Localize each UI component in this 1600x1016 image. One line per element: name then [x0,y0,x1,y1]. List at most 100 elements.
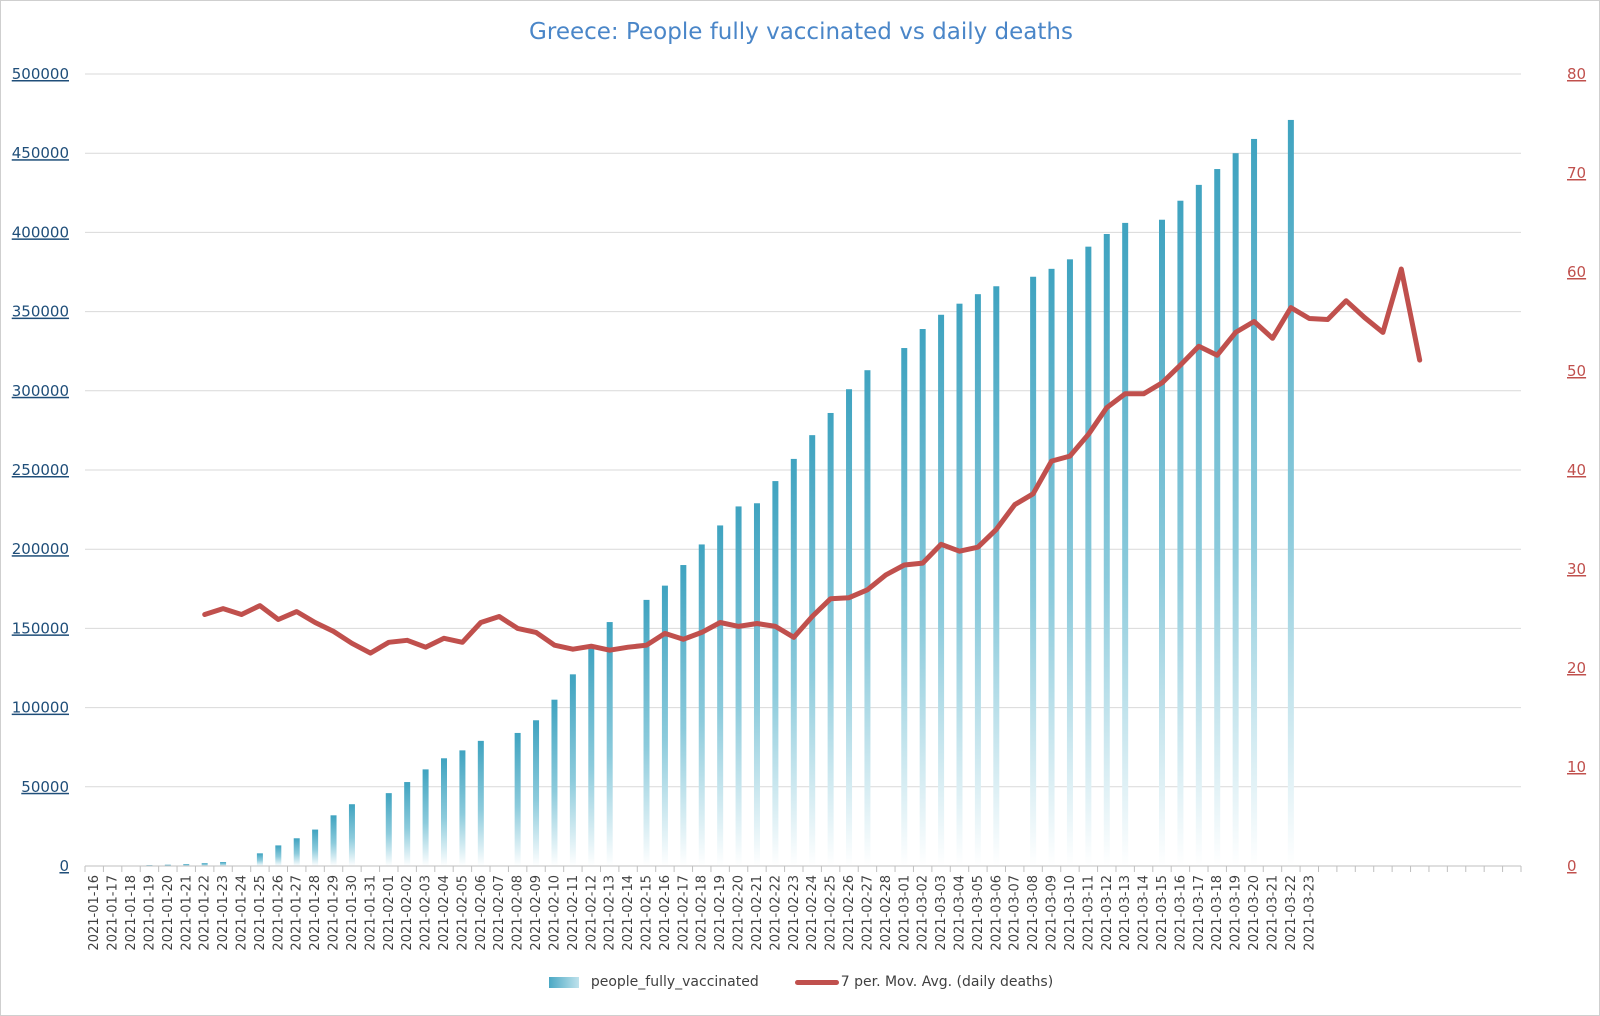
x-tick-label: 2021-02-27 [860,875,875,951]
bar [938,314,945,866]
x-tick-label: 2021-01-23 [216,875,231,951]
bar [864,370,871,866]
legend: people_fully_vaccinated 7 per. Mov. Avg.… [1,974,1600,990]
x-tick-label: 2021-02-07 [492,875,507,951]
x-tick-label: 2021-03-21 [1265,875,1280,951]
x-tick-label: 2021-03-03 [934,875,949,951]
x-tick-label: 2021-02-15 [640,875,655,951]
x-tick-label: 2021-03-17 [1192,875,1207,951]
x-tick-label: 2021-03-22 [1284,875,1299,951]
x-tick-label: 2021-01-20 [161,875,176,951]
x-tick-label: 2021-02-06 [474,875,489,951]
x-tick-label: 2021-03-08 [1026,875,1041,951]
bar [441,758,447,866]
bar [956,303,963,866]
bar [1103,233,1110,866]
x-tick-label: 2021-01-21 [179,875,194,951]
bar [220,862,227,866]
bar [201,863,208,866]
x-tick-label: 2021-02-03 [419,875,434,951]
x-tick-label: 2021-02-26 [842,875,857,951]
bar [661,585,668,866]
right-tick-label: 60 [1567,263,1586,281]
gridlines [85,73,1521,867]
bar [1214,169,1221,867]
x-tick-label: 2021-02-24 [805,875,820,951]
x-tick-label: 2021-02-01 [382,875,397,951]
x-tick-label: 2021-03-07 [1008,875,1023,951]
x-tick-label: 2021-03-11 [1081,875,1096,951]
legend-swatch-line [794,979,839,985]
x-tick-label: 2021-02-08 [511,875,526,951]
bar [846,389,853,866]
bar [312,829,319,866]
bar [1177,200,1184,867]
bar [1122,222,1129,866]
bar [183,864,190,866]
bar [348,804,355,866]
x-tick-label: 2021-03-10 [1063,875,1078,951]
legend-item-vaccinated: people_fully_vaccinated [548,974,759,990]
line-series [202,266,1423,656]
x-tick-label: 2021-03-19 [1229,875,1244,951]
bar [330,815,337,866]
x-tick-label: 2021-01-16 [87,875,102,951]
x-tick-label: 2021-03-05 [971,875,986,951]
bar [1232,153,1239,866]
bar [643,599,650,866]
bar [514,732,521,866]
x-tick-label: 2021-03-16 [1173,875,1188,951]
bar [569,674,576,866]
right-tick-label: 10 [1567,758,1586,776]
left-tick-label: 400000 [12,223,69,241]
bar [680,565,687,866]
right-tick-label: 0 [1567,857,1577,875]
right-tick-label: 30 [1567,560,1586,578]
legend-label-vaccinated: people_fully_vaccinated [590,974,759,990]
x-axis: 2021-01-16 2021-01-17 2021-01-18 2021-01-19… [84,865,1522,951]
x-tick-label: 2021-02-18 [695,875,710,951]
bar [790,458,797,866]
left-tick-label: 500000 [12,65,69,83]
bar [901,348,908,867]
bar [477,740,484,866]
right-tick-label: 20 [1567,659,1586,677]
bar [422,769,429,866]
bar [1085,246,1092,866]
left-tick-label: 350000 [12,303,69,321]
x-tick-label: 2021-02-11 [566,875,581,951]
x-tick-label: 2021-02-28 [879,875,894,951]
x-tick-label: 2021-01-26 [271,875,286,951]
bar [404,782,411,866]
bar [1287,119,1294,867]
x-tick-label: 2021-03-18 [1210,875,1225,951]
left-tick-label: 100000 [12,699,69,717]
x-tick-label: 2021-02-09 [529,875,544,951]
bar [827,412,834,866]
x-tick-label: 2021-01-30 [345,875,360,951]
bar [753,503,760,866]
right-axis: 0 10 20 30 40 50 60 70 80 [1567,65,1586,875]
x-tick-label: 2021-02-14 [621,875,636,951]
bar [809,435,816,866]
x-tick-label: 2021-02-02 [400,875,415,951]
bar [772,481,779,866]
bar-series [146,119,1294,867]
left-tick-label: 200000 [12,540,69,558]
left-tick-label: 450000 [12,144,69,162]
bar [588,645,595,866]
left-tick-label: 300000 [12,382,69,400]
x-tick-label: 2021-03-09 [1045,875,1060,951]
x-tick-label: 2021-03-04 [952,875,967,951]
left-tick-label: 50000 [21,778,69,796]
x-tick-label: 2021-01-17 [106,875,121,951]
bar [164,864,171,866]
x-tick-label: 2021-03-12 [1100,875,1115,951]
bar [293,838,300,866]
legend-label-deaths: 7 per. Mov. Avg. (daily deaths) [840,974,1054,990]
right-tick-label: 40 [1567,461,1586,479]
x-tick-label: 2021-01-18 [124,875,139,951]
x-tick-label: 2021-01-27 [290,875,305,951]
